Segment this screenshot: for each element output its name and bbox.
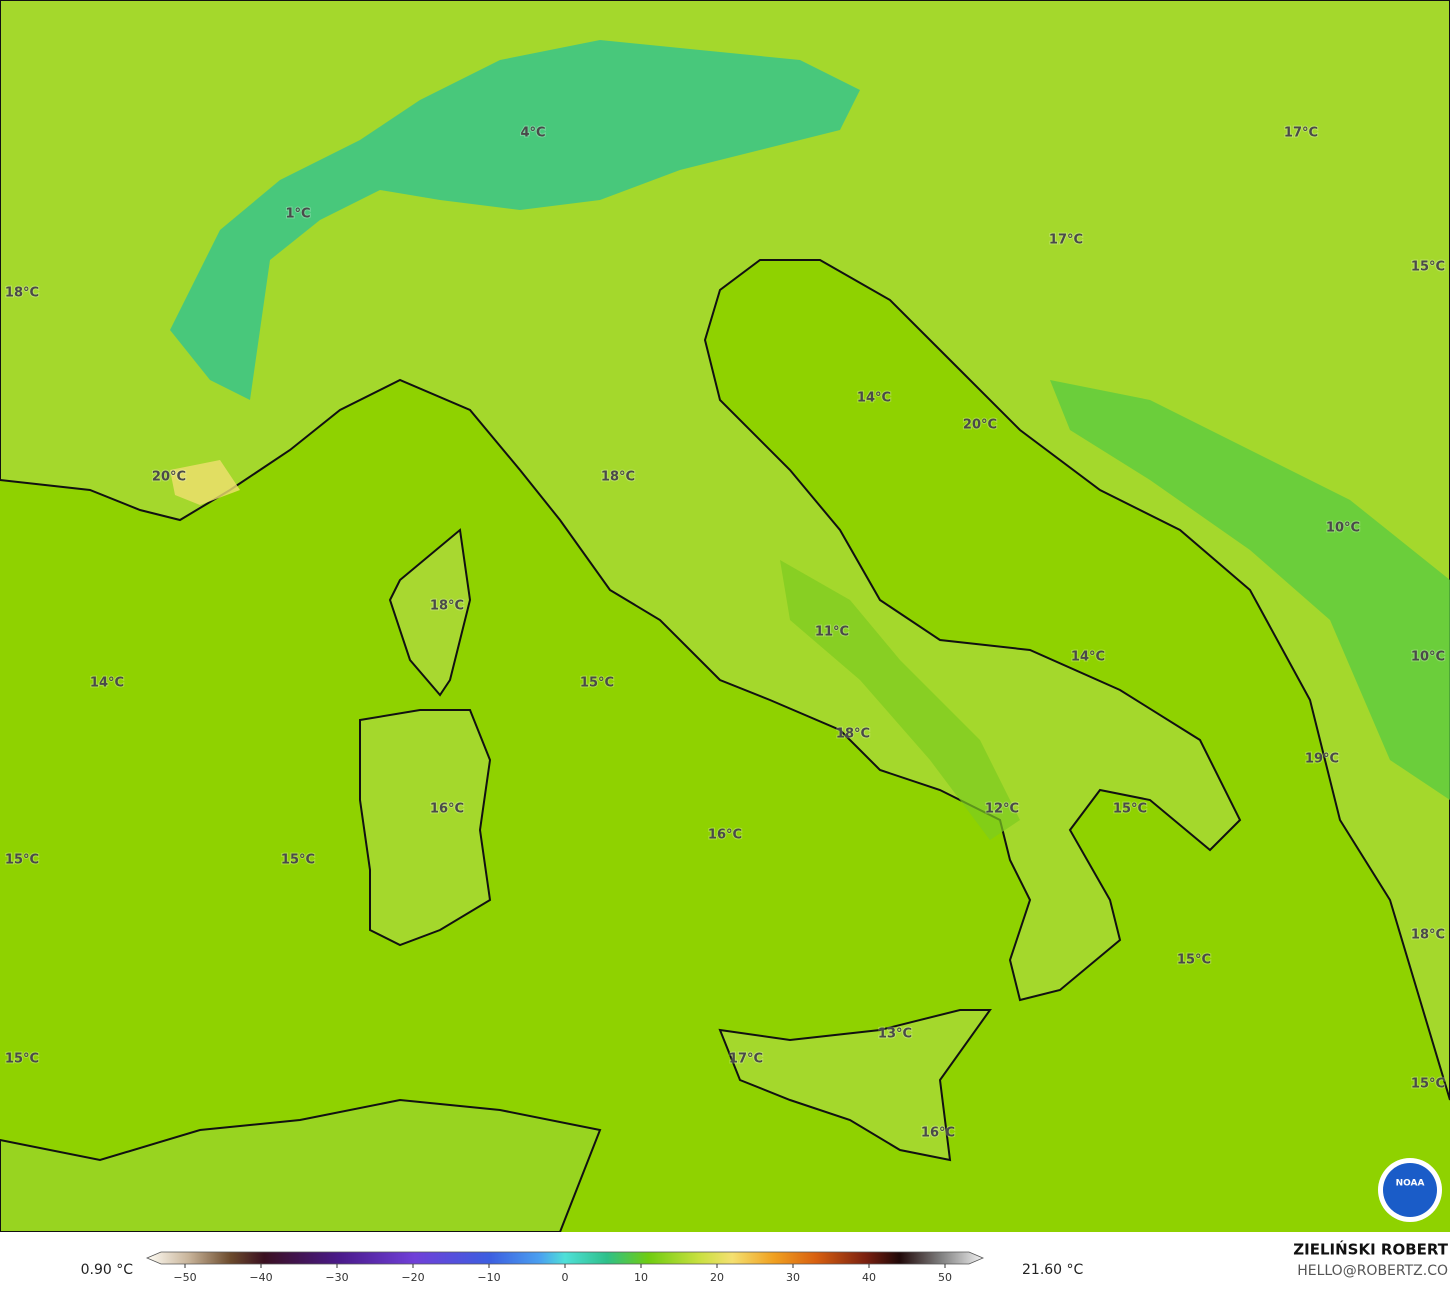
colorbar-tick-label: −50 — [173, 1271, 196, 1284]
temperature-label: 18°C — [836, 727, 870, 742]
alps — [170, 40, 860, 400]
temperature-label: 13°C — [878, 1027, 912, 1042]
colorbar-tick-label: −10 — [477, 1271, 500, 1284]
temperature-label: 11°C — [815, 625, 849, 640]
sicily — [718, 1009, 992, 1162]
temperature-label: 17°C — [729, 1052, 763, 1067]
temperature-label: 15°C — [1177, 953, 1211, 968]
temperature-label: 15°C — [1411, 1077, 1445, 1092]
temperature-label: 15°C — [5, 853, 39, 868]
colorbar: −50 −40 −30 −20 −10 0 10 20 30 40 50 — [145, 1251, 985, 1284]
temperature-label: 10°C — [1411, 650, 1445, 665]
temperature-label: 16°C — [921, 1126, 955, 1141]
logo-text: NOAA — [1396, 1179, 1425, 1189]
corsica — [388, 528, 472, 697]
colorbar-tick-label: −40 — [249, 1271, 272, 1284]
temperature-label: 15°C — [1411, 260, 1445, 275]
map — [0, 0, 1450, 1233]
temperature-label: 16°C — [708, 828, 742, 843]
temperature-label: 15°C — [580, 676, 614, 691]
temperature-label: 15°C — [281, 853, 315, 868]
mainland — [0, 0, 1450, 1101]
credit-email: HELLO@ROBERTZ.CO — [1297, 1263, 1448, 1279]
colorbar-tick-label: −30 — [325, 1271, 348, 1284]
colorbar-tick-label: 30 — [786, 1271, 800, 1284]
temperature-label: 20°C — [963, 418, 997, 433]
colorbar-tick-label: 50 — [938, 1271, 952, 1284]
temperature-label: 18°C — [601, 470, 635, 485]
temperature-labels: 4°C 1°C 17°C 17°C 15°C 18°C 14°C 20°C 20°C 18°C 10… — [4, 125, 1446, 1142]
apennines — [780, 560, 1020, 840]
colorbar-tick-label: 10 — [634, 1271, 648, 1284]
colorbar-tick-label: 40 — [862, 1271, 876, 1284]
temperature-label: 18°C — [430, 599, 464, 614]
temperature-label: 10°C — [1326, 521, 1360, 536]
temperature-label: 1°C — [285, 207, 310, 222]
colorbar-tick-label: 20 — [710, 1271, 724, 1284]
temperature-label: 18°C — [5, 286, 39, 301]
max-label: 21.60 °C — [1022, 1262, 1084, 1278]
temperature-label: 14°C — [90, 676, 124, 691]
temperature-label: 14°C — [1071, 650, 1105, 665]
temperature-label: 17°C — [1284, 126, 1318, 141]
temperature-label: 19°C — [1305, 752, 1339, 767]
temperature-label: 18°C — [1411, 928, 1445, 943]
temperature-label: 20°C — [152, 470, 186, 485]
dinaric-alps — [1050, 380, 1450, 800]
colorbar-tick-label: 0 — [562, 1271, 569, 1284]
colorbar-tick-label: −20 — [401, 1271, 424, 1284]
credit-name: ZIELIŃSKI ROBERT — [1293, 1240, 1448, 1259]
warm-spot — [170, 460, 240, 505]
temperature-label: 12°C — [985, 802, 1019, 817]
logo-disc — [1383, 1163, 1437, 1217]
temperature-label: 15°C — [1113, 802, 1147, 817]
temperature-label: 17°C — [1049, 233, 1083, 248]
temperature-label: 4°C — [520, 126, 545, 141]
colorbar-bar — [145, 1251, 985, 1265]
noaa-logo: NOAA — [1378, 1158, 1442, 1222]
sardinia — [359, 709, 492, 947]
temperature-label: 15°C — [5, 1052, 39, 1067]
temperature-label: 14°C — [857, 391, 891, 406]
temperature-label: 16°C — [430, 802, 464, 817]
min-label: 0.90 °C — [81, 1262, 134, 1278]
